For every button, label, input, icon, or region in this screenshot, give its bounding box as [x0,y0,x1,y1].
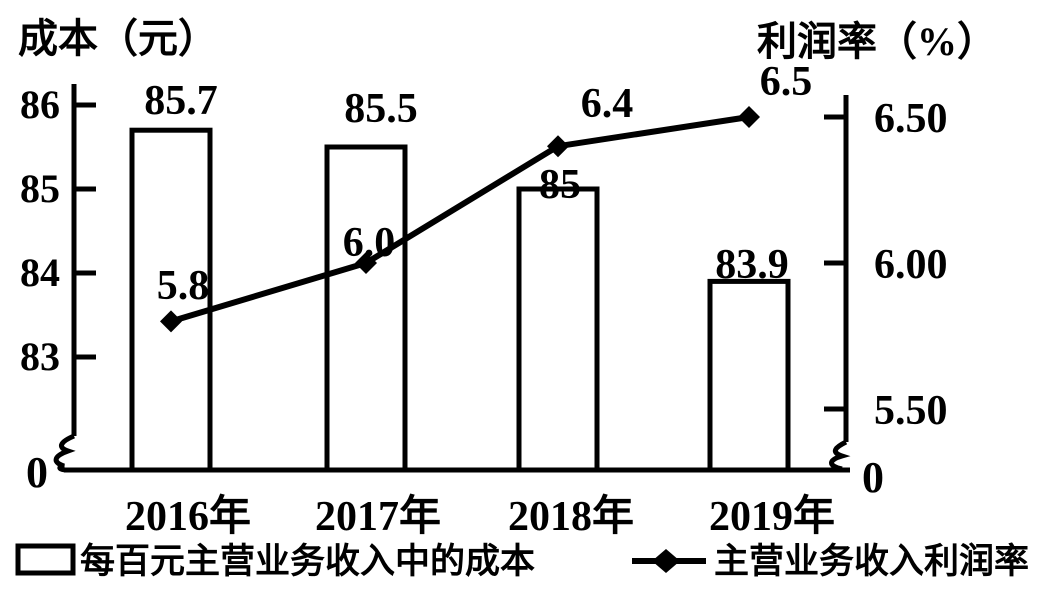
left-tick-label: 86 [20,82,60,127]
legend-diamond-icon [652,549,680,573]
cost-bar-2017年 [324,144,408,473]
bar-value-label: 83.9 [715,242,789,288]
right-tick-label: 6.50 [874,96,948,142]
line-value-label: 5.8 [157,263,210,309]
legend-bar-swatch [15,543,76,576]
right-tick-label: 6.00 [874,242,948,288]
bar-value-label: 85 [539,162,581,208]
x-category-label: 2018年 [508,493,634,540]
profit-marker-2018年 [547,135,569,158]
line-value-label: 6.5 [760,59,813,105]
bar-value-label: 85.7 [144,78,218,124]
left-tick-label: 84 [20,250,60,295]
left-axis-break-squiggle [53,433,76,473]
profit-marker-2017年 [355,252,377,274]
legend-line-marker [632,549,706,573]
left-axis-title: 成本（元） [18,16,218,61]
left-axis-ticks [74,102,96,360]
cost-bar-2019年 [707,278,791,473]
right-tick-label: 5.50 [874,388,948,434]
line-value-label: 6.0 [343,220,396,266]
profit-marker-2016年 [160,310,182,333]
x-category-label: 2016年 [125,493,251,540]
plot-shapes [129,106,791,473]
profit-rate-line [170,114,750,325]
x-category-label: 2019年 [709,493,835,540]
left-origin-label: 0 [26,448,48,497]
left-tick-label: 85 [20,166,60,211]
line-value-label: 6.4 [581,81,634,127]
right-axis-ticks [824,114,846,412]
right-axis-title: 利润率（%） [757,19,997,64]
right-origin-label: 0 [862,453,884,502]
cost-bar-2018年 [516,186,600,473]
legend-line-label: 主营业务收入利润率 [714,542,1029,581]
left-tick-label: 83 [20,334,60,379]
profit-marker-2019年 [738,106,760,128]
right-axis-break-squiggle [829,439,851,472]
bar-value-label: 85.5 [344,86,418,132]
x-category-label: 2017年 [315,493,441,540]
legend-bar-label: 每百元主营业务收入中的成本 [80,542,535,581]
